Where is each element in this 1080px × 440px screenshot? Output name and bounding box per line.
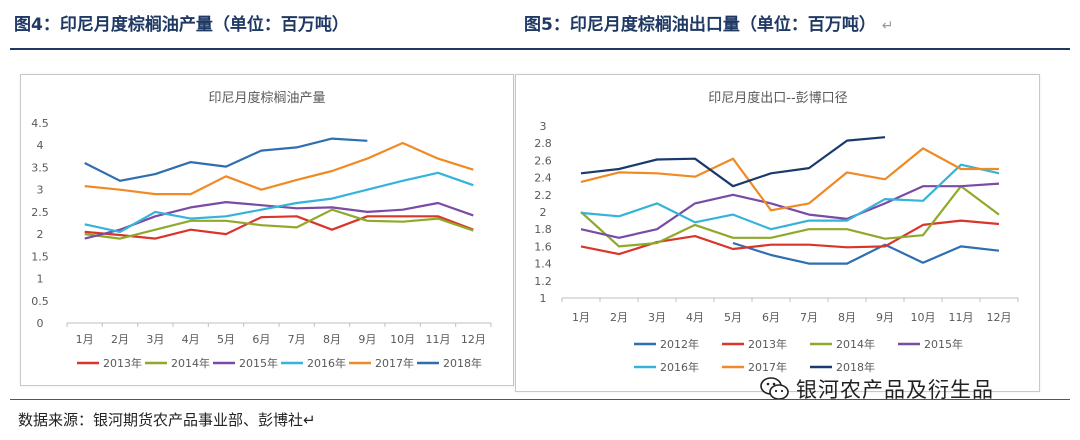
series-line bbox=[580, 185, 1000, 248]
header-rule bbox=[10, 48, 1070, 50]
x-tick-label: 10月 bbox=[911, 311, 936, 324]
y-tick-label: 1 bbox=[540, 292, 547, 305]
chart-title: 印尼月度出口--彭博口径 bbox=[708, 90, 847, 106]
x-tick-label: 2月 bbox=[610, 311, 628, 324]
source-note: 数据来源：银河期货农产品事业部、彭博社↵ bbox=[18, 411, 316, 429]
x-tick-label: 5月 bbox=[217, 333, 235, 346]
x-tick-label: 8月 bbox=[323, 333, 341, 346]
y-tick-label: 1.2 bbox=[534, 275, 552, 288]
legend-label: 2017年 bbox=[748, 360, 787, 374]
x-tick-label: 1月 bbox=[76, 333, 94, 346]
export-chart: 印尼月度出口--彭博口径 1 1.2 1.4 1.6 1.8 2 2.2 2.4 2.6 2.8 3 1… bbox=[534, 90, 1019, 374]
x-tick-label: 5月 bbox=[724, 311, 742, 324]
legend-label: 2013年 bbox=[103, 356, 142, 370]
y-tick-label: 2 bbox=[540, 206, 547, 219]
chart-title: 印尼月度棕榈油产量 bbox=[208, 90, 325, 106]
y-tick-label: 2.8 bbox=[534, 137, 552, 150]
legend-label: 2015年 bbox=[239, 356, 278, 370]
x-tick-label: 12月 bbox=[461, 333, 486, 346]
watermark: 银河农产品及衍生品 bbox=[760, 374, 994, 404]
y-tick-label: 1.6 bbox=[534, 240, 552, 253]
series-line bbox=[580, 163, 1000, 231]
legend-label: 2017年 bbox=[375, 356, 414, 370]
y-tick-label: 1.4 bbox=[534, 258, 552, 271]
x-tick-label: 7月 bbox=[800, 311, 818, 324]
y-tick-label: 1.8 bbox=[534, 223, 552, 236]
y-tick-label: 0 bbox=[37, 317, 44, 330]
y-tick-label: 2.5 bbox=[31, 206, 49, 219]
y-tick-label: 3 bbox=[540, 120, 547, 133]
series-line bbox=[84, 215, 474, 240]
y-tick-label: 2.2 bbox=[534, 189, 552, 202]
footer-rule bbox=[10, 399, 1070, 400]
return-mark: ↵ bbox=[881, 18, 894, 34]
figure5-title-text: 图5：印尼月度棕榈油出口量（单位：百万吨） bbox=[524, 15, 876, 35]
x-tick-label: 11月 bbox=[949, 311, 974, 324]
x-tick-label: 3月 bbox=[146, 333, 164, 346]
x-tick-label: 4月 bbox=[182, 333, 200, 346]
x-tick-label: 11月 bbox=[426, 333, 451, 346]
y-tick-label: 2.6 bbox=[534, 154, 552, 167]
legend-label: 2018年 bbox=[443, 356, 482, 370]
production-chart-panel: 印尼月度棕榈油产量 0 0.5 1 1.5 2 2.5 3 3.5 4 4.5 1月 2月 3月 4月 5月 6… bbox=[20, 74, 514, 386]
x-tick-label: 2月 bbox=[111, 333, 129, 346]
series-line bbox=[580, 136, 886, 188]
series-line bbox=[84, 208, 474, 240]
legend-label: 2018年 bbox=[836, 360, 875, 374]
y-tick-label: 0.5 bbox=[31, 295, 49, 308]
x-tick-label: 12月 bbox=[987, 311, 1012, 324]
x-tick-label: 6月 bbox=[252, 333, 270, 346]
legend-label: 2014年 bbox=[171, 356, 210, 370]
legend-label: 2014年 bbox=[836, 337, 875, 351]
watermark-text: 银河农产品及衍生品 bbox=[796, 378, 994, 402]
series-line bbox=[732, 241, 1000, 265]
x-tick-label: 9月 bbox=[358, 333, 376, 346]
y-tick-label: 4.5 bbox=[31, 117, 49, 130]
series-line bbox=[84, 141, 474, 196]
figure5-title: 图5：印尼月度棕榈油出口量（单位：百万吨） ↵ bbox=[524, 10, 893, 35]
legend-label: 2012年 bbox=[660, 337, 699, 351]
x-tick-label: 9月 bbox=[876, 311, 894, 324]
production-chart: 印尼月度棕榈油产量 0 0.5 1 1.5 2 2.5 3 3.5 4 4.5 1月 2月 3月 4月 5月 6… bbox=[31, 90, 492, 370]
export-chart-panel: 印尼月度出口--彭博口径 1 1.2 1.4 1.6 1.8 2 2.2 2.4 2.6 2.8 3 1… bbox=[515, 74, 1040, 392]
y-tick-label: 1.5 bbox=[31, 250, 49, 263]
y-tick-label: 3.5 bbox=[31, 161, 49, 174]
y-tick-label: 2.4 bbox=[534, 172, 552, 185]
series-line bbox=[580, 182, 1000, 239]
y-tick-label: 3 bbox=[37, 184, 44, 197]
y-tick-label: 4 bbox=[37, 139, 44, 152]
wechat-logo-icon bbox=[760, 377, 789, 400]
legend-label: 2013年 bbox=[748, 337, 787, 351]
x-tick-label: 10月 bbox=[390, 333, 415, 346]
y-tick-label: 1 bbox=[37, 273, 44, 286]
series-line bbox=[84, 171, 474, 233]
legend-label: 2016年 bbox=[660, 360, 699, 374]
x-tick-label: 1月 bbox=[572, 311, 590, 324]
y-tick-label: 2 bbox=[37, 228, 44, 241]
x-tick-label: 3月 bbox=[648, 311, 666, 324]
series-line bbox=[580, 147, 999, 212]
x-tick-label: 6月 bbox=[762, 311, 780, 324]
x-tick-label: 8月 bbox=[838, 311, 856, 324]
legend-label: 2015年 bbox=[924, 337, 963, 351]
legend-label: 2016年 bbox=[307, 356, 346, 370]
x-tick-label: 7月 bbox=[288, 333, 306, 346]
series-line bbox=[84, 137, 368, 182]
x-tick-label: 4月 bbox=[686, 311, 704, 324]
figure4-title: 图4：印尼月度棕榈油产量（单位：百万吨） bbox=[14, 15, 349, 35]
